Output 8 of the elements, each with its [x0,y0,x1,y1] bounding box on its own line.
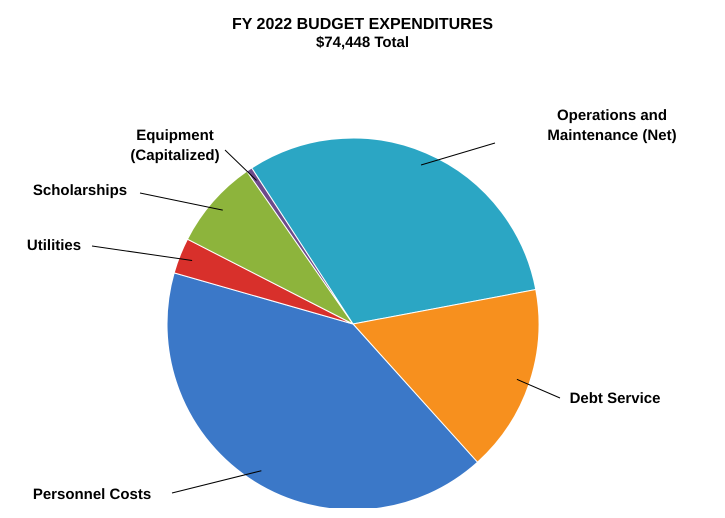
slice-label: Utilities [26,237,82,254]
slice-label: Personnel Costs [32,486,152,503]
chart-subtitle: $74,448 Total [316,34,410,51]
slice-label: Equipment (Capitalized) [130,127,220,164]
slice-label: Operations and Maintenance (Net) [547,107,677,144]
slice-label: Scholarships [32,182,128,199]
slice-label: Debt Service [570,390,660,407]
chart-title: FY 2022 BUDGET EXPENDITURES [232,16,494,33]
